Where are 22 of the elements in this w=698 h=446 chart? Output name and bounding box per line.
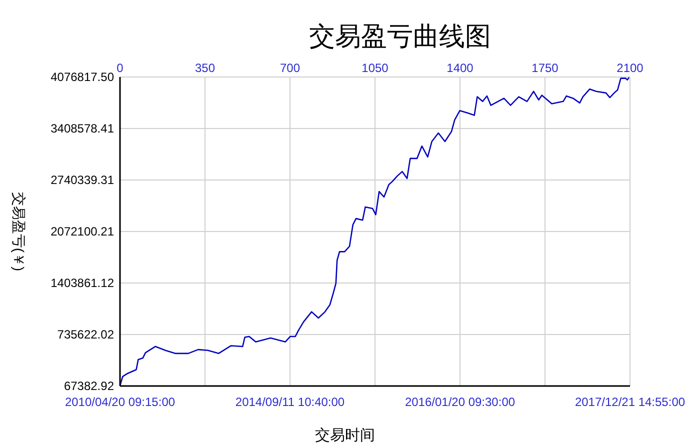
y-tick-label: 2740339.31	[50, 173, 114, 187]
y-tick-label: 1403861.12	[50, 276, 114, 290]
x-tick-label: 350	[194, 61, 216, 75]
line-series	[119, 76, 630, 386]
y-tick-label: 2072100.21	[50, 224, 114, 238]
x-tick-label: 1750	[532, 61, 559, 75]
y-tick-label: 3408578.41	[50, 122, 114, 136]
x-tick-label: 2100	[616, 61, 644, 75]
x-tick-label: 1050	[362, 61, 389, 75]
y-axis-title: 交易盈亏(￥)	[11, 192, 27, 272]
y-tick-label: 4076817.50	[50, 70, 114, 84]
text: 2016/01/20 09:30:00	[404, 395, 516, 409]
text: 2010/04/20 09:15:00	[64, 395, 176, 409]
y-tick-label: 735622.02	[57, 328, 114, 342]
x-tick-label: 1400	[446, 61, 474, 75]
text: 2017/12/21 14:55:00	[574, 395, 686, 409]
chart-title: 交易盈亏曲线图	[309, 21, 491, 51]
x-tick-label: 700	[280, 61, 300, 75]
text: 2014/09/11 10:40:00	[235, 395, 345, 409]
y-tick-label: 67382.92	[64, 379, 114, 393]
x-tick-label: 0	[116, 61, 124, 75]
x-axis-title: 交易时间	[315, 427, 375, 444]
